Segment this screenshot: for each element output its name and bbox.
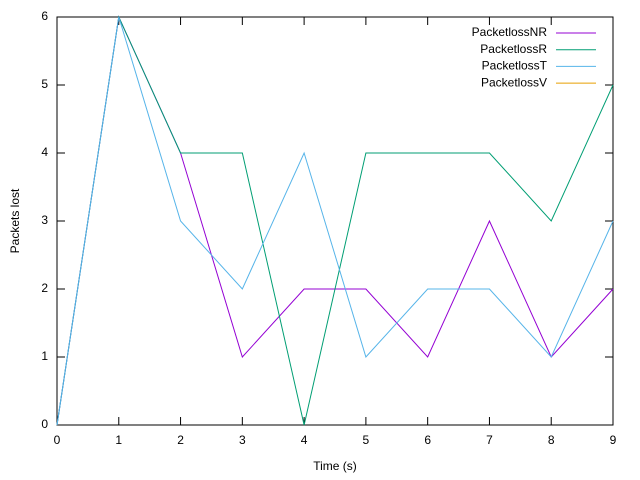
x-axis-label: Time (s) [313, 459, 357, 473]
x-tick-label: 3 [239, 433, 246, 447]
x-tick-label: 7 [486, 433, 493, 447]
x-tick-label: 9 [610, 433, 617, 447]
y-tick-label: 5 [41, 77, 48, 91]
y-tick-label: 1 [41, 349, 48, 363]
x-tick-label: 1 [115, 433, 122, 447]
y-tick-label: 3 [41, 213, 48, 227]
legend-label: PacketlossR [480, 42, 547, 56]
legend-label: PacketlossNR [472, 25, 548, 39]
y-tick-label: 2 [41, 281, 48, 295]
y-tick-label: 0 [41, 417, 48, 431]
x-tick-label: 0 [54, 433, 61, 447]
x-tick-label: 2 [177, 433, 184, 447]
y-axis-label: Packets lost [8, 188, 22, 253]
x-tick-label: 5 [363, 433, 370, 447]
data-line [56, 16, 614, 426]
legend-label: PacketlossV [481, 75, 547, 89]
y-tick-label: 6 [41, 9, 48, 23]
legend-label: PacketlossT [482, 59, 548, 73]
y-tick-label: 4 [41, 145, 48, 159]
data-line [56, 15, 614, 426]
x-tick-label: 8 [548, 433, 555, 447]
x-tick-label: 4 [301, 433, 308, 447]
x-tick-label: 6 [424, 433, 431, 447]
